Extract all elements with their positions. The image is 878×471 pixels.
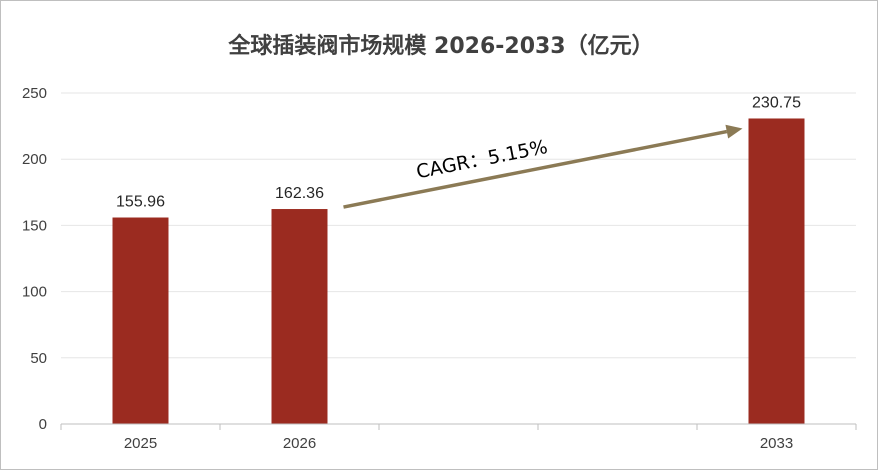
- x-axis-ticks: 2025 2026 2033: [60, 423, 857, 452]
- bar: [748, 118, 805, 424]
- y-tick-label: 250: [22, 85, 47, 102]
- y-tick-label: 100: [22, 284, 47, 301]
- x-tick-label: 2026: [283, 435, 316, 452]
- data-label: 162.36: [275, 185, 324, 202]
- chart-title: 全球插装阀市场规模 2026-2033（亿元）: [227, 33, 653, 59]
- data-label: 155.96: [116, 194, 165, 211]
- x-tick-label: 2033: [760, 435, 793, 452]
- data-label: 230.75: [752, 94, 801, 111]
- gridlines: [61, 92, 856, 359]
- cagr-annotation: CAGR：5.15%: [343, 124, 743, 209]
- bar: [112, 217, 169, 424]
- x-tick-label: 2025: [124, 435, 157, 452]
- y-tick-label: 150: [22, 217, 47, 234]
- data-labels: 155.96 162.36 230.75: [116, 94, 801, 210]
- y-axis-ticks: 0 50 100 150 200 250: [22, 85, 47, 433]
- y-tick-label: 0: [39, 416, 47, 433]
- bar: [271, 209, 328, 424]
- bars: [112, 118, 805, 424]
- cagr-label: CAGR：5.15%: [415, 136, 550, 183]
- cagr-arrow-head: [725, 124, 743, 139]
- y-tick-label: 50: [30, 350, 47, 367]
- y-tick-label: 200: [22, 151, 47, 168]
- cagr-arrow-line: [343, 129, 728, 209]
